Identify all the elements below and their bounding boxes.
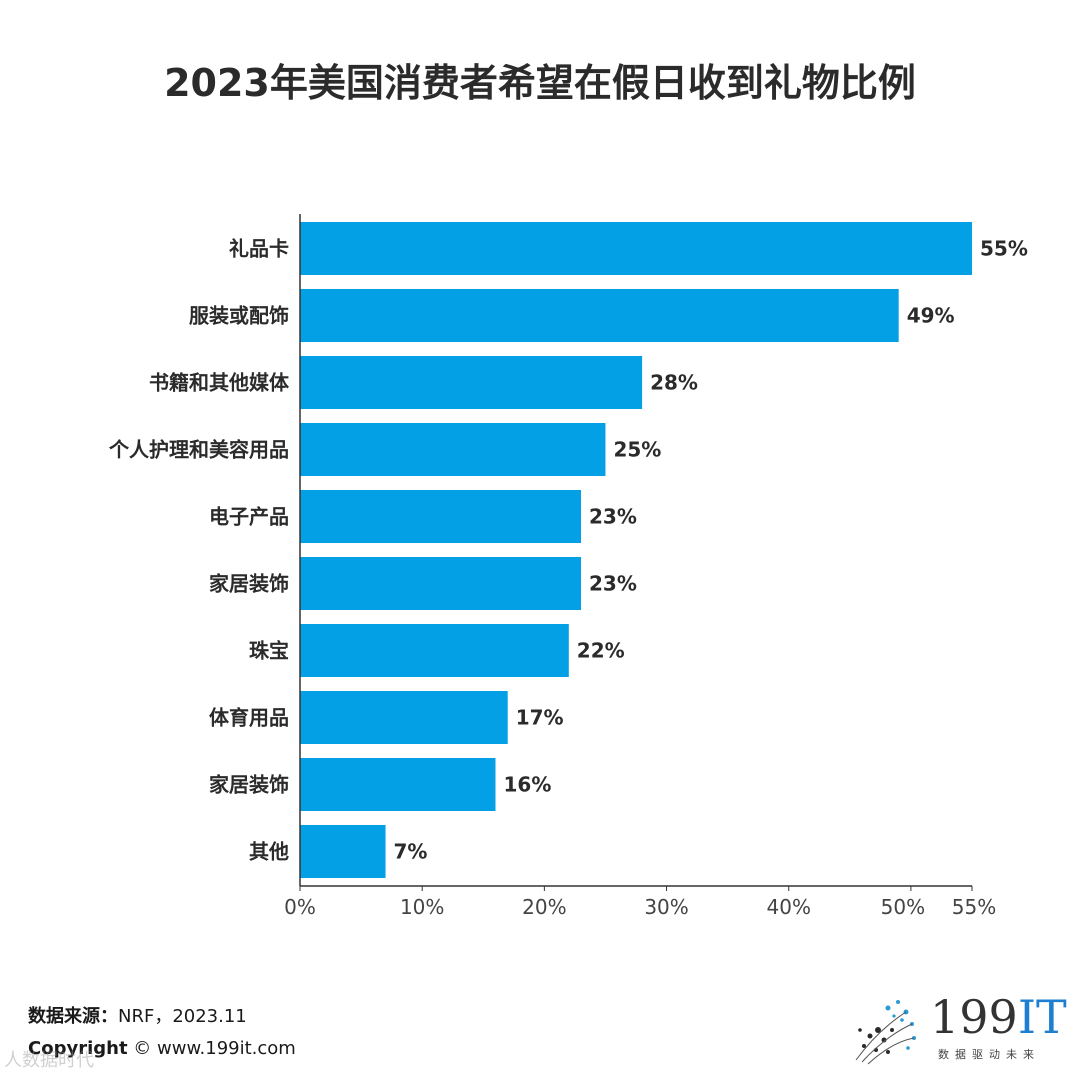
brand-tagline: 数据驱动未来 (938, 1048, 1040, 1061)
category-label: 礼品卡 (229, 237, 289, 261)
bar (300, 825, 386, 878)
x-tick-label: 10% (400, 895, 444, 919)
source-label: 数据来源： (28, 1006, 118, 1027)
value-label: 7% (394, 840, 428, 864)
bar (300, 423, 606, 476)
bar (300, 490, 582, 543)
category-label: 家居装饰 (209, 572, 289, 596)
brand-letters: IT (1017, 990, 1067, 1044)
category-label: 书籍和其他媒体 (149, 371, 290, 395)
value-label: 22% (577, 639, 625, 663)
copyright-label: Copyright (28, 1038, 128, 1059)
value-label: 28% (650, 371, 698, 395)
brand-number: 199 (930, 990, 1018, 1044)
category-label: 服装或配饰 (189, 304, 289, 328)
category-label: 个人护理和美容用品 (108, 438, 289, 462)
brand-wordmark: 199IT (930, 990, 1067, 1044)
brand-logo: 199IT 数据驱动未来 (848, 990, 1067, 1068)
x-tick-label: 55% (952, 895, 996, 919)
bar (300, 222, 972, 275)
bar (300, 356, 643, 409)
category-label: 体育用品 (209, 706, 289, 730)
source-value: NRF，2023.11 (118, 1006, 247, 1027)
category-label: 珠宝 (249, 639, 289, 663)
value-label: 16% (503, 773, 551, 797)
category-label: 其他 (249, 840, 289, 864)
value-label: 23% (589, 505, 637, 529)
value-label: 25% (613, 438, 661, 462)
bar (300, 758, 496, 811)
value-label: 17% (516, 706, 564, 730)
value-label: 23% (589, 572, 637, 596)
x-tick-label: 20% (522, 895, 566, 919)
source-note: 数据来源：NRF，2023.11 (28, 1002, 247, 1028)
bar-chart: 礼品卡 55% 服装或配饰 49% 书籍和其他媒体 28% 个人护理和美容用品 25% 电子产品… (108, 214, 1028, 919)
x-tick-label: 0% (284, 895, 316, 919)
x-tick-label: 40% (767, 895, 811, 919)
value-label: 49% (907, 304, 955, 328)
category-label: 电子产品 (209, 505, 289, 529)
watermark-text: 人数据时代 (4, 1050, 94, 1071)
copyright-value: © www.199it.com (133, 1038, 296, 1059)
bar (300, 557, 582, 610)
x-tick-label: 50% (881, 895, 925, 919)
value-label: 55% (980, 237, 1028, 261)
bar (300, 289, 899, 342)
bar (300, 624, 569, 677)
chart-title: 2023年美国消费者希望在假日收到礼物比例 (164, 61, 916, 105)
x-tick-label: 30% (644, 895, 688, 919)
copyright-note: Copyright © www.199it.com (28, 1038, 296, 1059)
category-label: 家居装饰 (209, 773, 289, 797)
bar (300, 691, 508, 744)
dots-sphere-icon (855, 1000, 916, 1065)
